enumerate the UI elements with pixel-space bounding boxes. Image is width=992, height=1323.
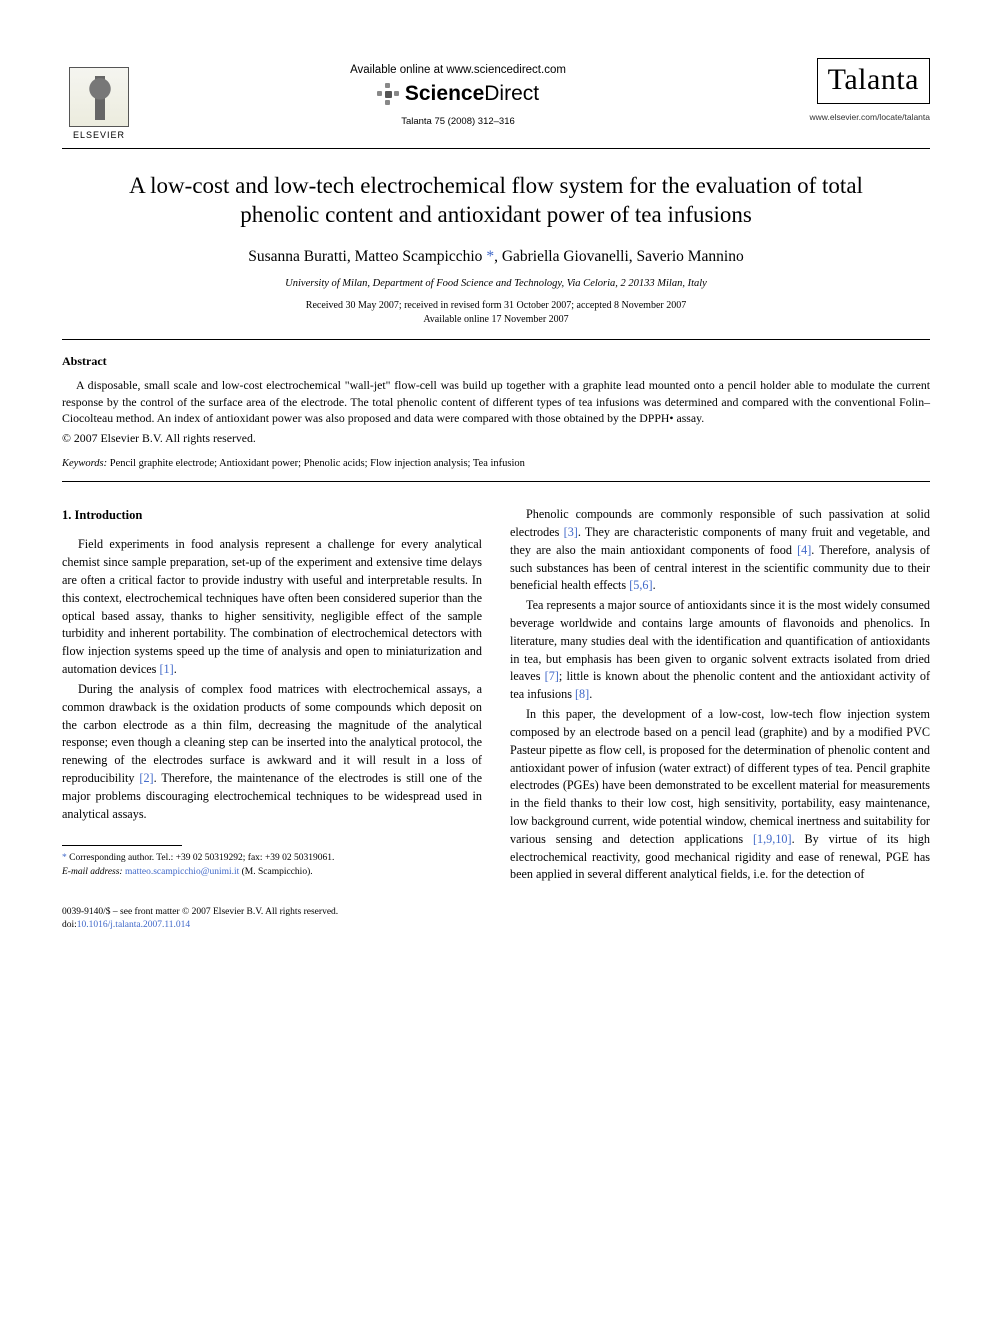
keywords-label: Keywords: xyxy=(62,458,107,469)
footnote-separator xyxy=(62,845,182,846)
column-right: Phenolic compounds are commonly responsi… xyxy=(510,506,930,886)
corresponding-star-icon: * xyxy=(482,248,494,265)
dates-received: Received 30 May 2007; received in revise… xyxy=(62,299,930,313)
ref-link-1[interactable]: [1] xyxy=(159,662,173,676)
divider-abstract-top xyxy=(62,339,930,340)
keywords-text: Pencil graphite electrode; Antioxidant p… xyxy=(110,458,525,469)
sciencedirect-icon xyxy=(377,83,399,105)
ref-link-3[interactable]: [3] xyxy=(564,525,578,539)
divider-top xyxy=(62,148,930,149)
ref-link-8[interactable]: [8] xyxy=(575,687,589,701)
available-online-text: Available online at www.sciencedirect.co… xyxy=(136,64,780,76)
footnote-corr-text: Corresponding author. Tel.: +39 02 50319… xyxy=(69,853,334,863)
p2-text-a: During the analysis of complex food matr… xyxy=(62,682,482,785)
publisher-name: ELSEVIER xyxy=(73,130,125,140)
body-columns: 1. Introduction Field experiments in foo… xyxy=(62,506,930,886)
journal-name: Talanta xyxy=(817,58,930,104)
rp1-d: . xyxy=(653,578,656,592)
article-title: A low-cost and low-tech electrochemical … xyxy=(102,171,890,230)
section-1-heading: 1. Introduction xyxy=(62,506,482,524)
p1-text: Field experiments in food analysis repre… xyxy=(62,537,482,676)
footnote-email-line: E-mail address: matteo.scampicchio@unimi… xyxy=(62,866,482,879)
authors-after-star: , Gabriella Giovanelli, Saverio Mannino xyxy=(494,248,744,265)
abstract-copyright: © 2007 Elsevier B.V. All rights reserved… xyxy=(62,431,930,446)
rp3-a: In this paper, the development of a low-… xyxy=(510,707,930,846)
right-paragraph-1: Phenolic compounds are commonly responsi… xyxy=(510,506,930,595)
rp2-c: . xyxy=(589,687,592,701)
abstract-text: A disposable, small scale and low-cost e… xyxy=(62,377,930,427)
rp2-b: ; little is known about the phenolic con… xyxy=(510,669,930,701)
page-container: ELSEVIER Available online at www.science… xyxy=(0,0,992,973)
footnote-email-link[interactable]: matteo.scampicchio@unimi.it xyxy=(125,867,239,877)
footer-front-matter: 0039-9140/$ – see front matter © 2007 El… xyxy=(62,906,930,919)
footer-doi-line: doi:10.1016/j.talanta.2007.11.014 xyxy=(62,919,930,932)
header-row: ELSEVIER Available online at www.science… xyxy=(62,58,930,140)
elsevier-tree-icon xyxy=(69,67,129,127)
abstract-block: Abstract A disposable, small scale and l… xyxy=(62,354,930,446)
authors-before-star: Susanna Buratti, Matteo Scampicchio xyxy=(248,248,482,265)
page-footer: 0039-9140/$ – see front matter © 2007 El… xyxy=(62,906,930,933)
intro-paragraph-2: During the analysis of complex food matr… xyxy=(62,681,482,824)
journal-box: Talanta www.elsevier.com/locate/talanta xyxy=(780,58,930,122)
sciencedirect-logo: ScienceDirect xyxy=(377,82,539,106)
authors-line: Susanna Buratti, Matteo Scampicchio *, G… xyxy=(62,248,930,266)
footnote-email-suffix: (M. Scampicchio). xyxy=(242,867,313,877)
right-paragraph-3: In this paper, the development of a low-… xyxy=(510,706,930,884)
sciencedirect-text: ScienceDirect xyxy=(405,82,539,106)
intro-paragraph-1: Field experiments in food analysis repre… xyxy=(62,536,482,679)
footnote-corresponding: * Corresponding author. Tel.: +39 02 503… xyxy=(62,852,482,865)
article-dates: Received 30 May 2007; received in revise… xyxy=(62,299,930,327)
divider-abstract-bottom xyxy=(62,481,930,482)
elsevier-logo: ELSEVIER xyxy=(62,58,136,140)
ref-link-4[interactable]: [4] xyxy=(797,543,811,557)
ref-link-2[interactable]: [2] xyxy=(139,771,153,785)
column-left: 1. Introduction Field experiments in foo… xyxy=(62,506,482,886)
footnote-block: * Corresponding author. Tel.: +39 02 503… xyxy=(62,852,482,879)
journal-url: www.elsevier.com/locate/talanta xyxy=(780,112,930,122)
ref-link-7[interactable]: [7] xyxy=(545,669,559,683)
center-header: Available online at www.sciencedirect.co… xyxy=(136,58,780,127)
footnote-email-label: E-mail address: xyxy=(62,867,123,877)
footer-doi-label: doi: xyxy=(62,920,77,930)
p1-end: . xyxy=(174,662,177,676)
affiliation: University of Milan, Department of Food … xyxy=(62,278,930,289)
dates-online: Available online 17 November 2007 xyxy=(62,313,930,327)
abstract-heading: Abstract xyxy=(62,354,930,369)
keywords-line: Keywords: Pencil graphite electrode; Ant… xyxy=(62,458,930,469)
ref-link-1910[interactable]: [1,9,10] xyxy=(753,832,792,846)
ref-link-56[interactable]: [5,6] xyxy=(629,578,652,592)
right-paragraph-2: Tea represents a major source of antioxi… xyxy=(510,597,930,704)
citation-line: Talanta 75 (2008) 312–316 xyxy=(136,116,780,127)
footer-doi-link[interactable]: 10.1016/j.talanta.2007.11.014 xyxy=(77,920,190,930)
